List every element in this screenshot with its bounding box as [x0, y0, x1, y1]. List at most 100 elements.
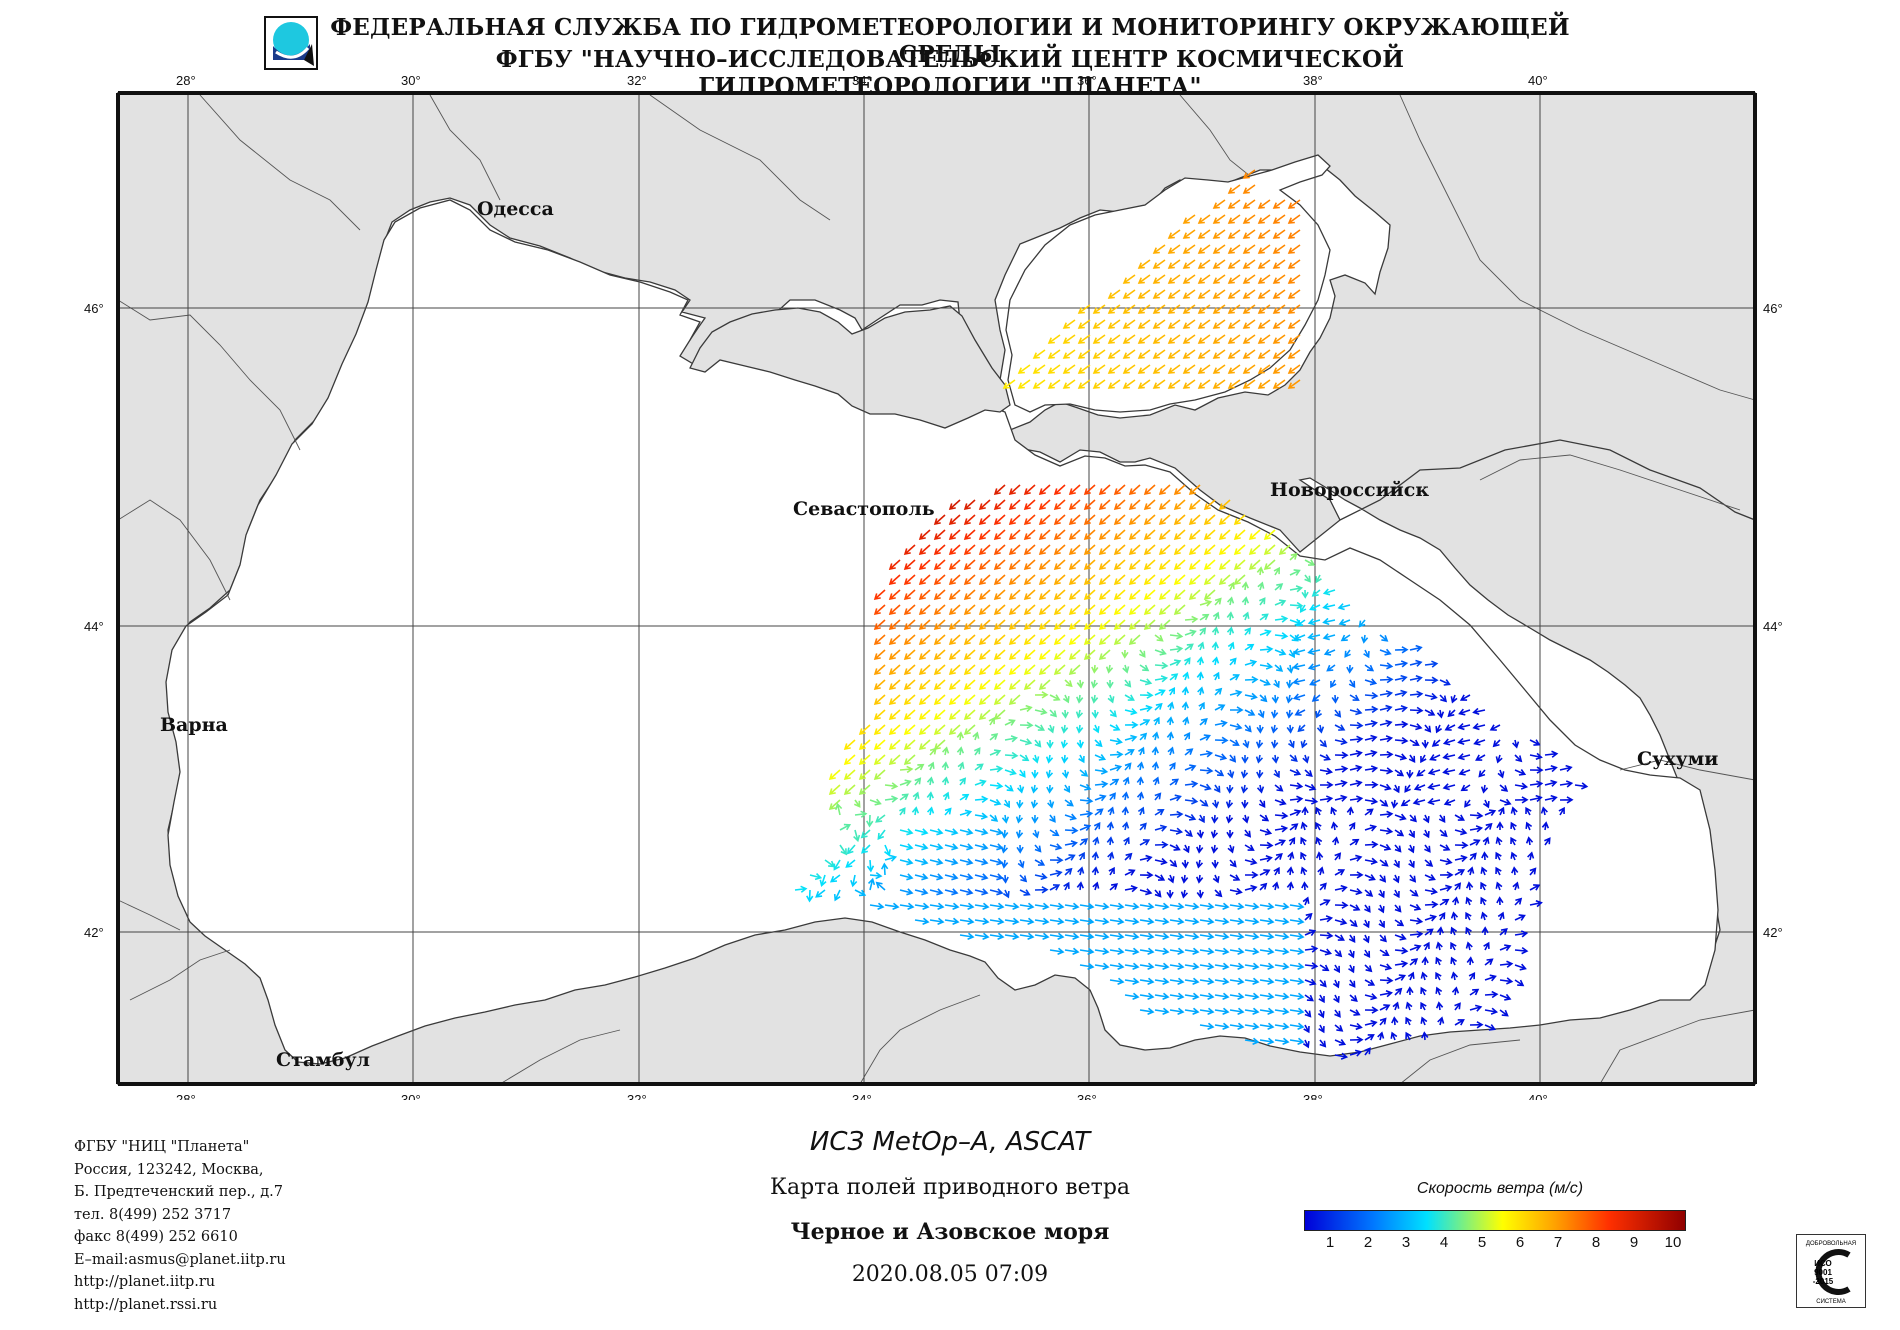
- wind-arrow: [1016, 799, 1024, 809]
- wind-arrow: [1124, 902, 1140, 910]
- wind-arrow: [888, 724, 901, 736]
- wind-arrow: [1214, 962, 1230, 970]
- wind-arrow: [1311, 694, 1321, 702]
- wind-arrow: [1495, 881, 1503, 891]
- wind-arrow: [1199, 932, 1215, 940]
- wind-arrow: [903, 589, 916, 601]
- wind-arrow: [1334, 852, 1342, 861]
- wind-arrow: [1499, 977, 1514, 985]
- wind-arrow: [993, 634, 1006, 646]
- wind-arrow: [1459, 694, 1471, 701]
- wind-arrow: [918, 694, 931, 706]
- wind-arrow: [1559, 796, 1574, 804]
- wind-arrow: [1139, 962, 1155, 970]
- wind-arrow: [828, 784, 841, 796]
- cb-tick-6: 6: [1515, 1234, 1525, 1251]
- wind-arrow: [1379, 976, 1394, 985]
- wind-arrow: [1484, 1024, 1497, 1031]
- wind-arrow: [1083, 544, 1096, 556]
- wind-arrow: [1363, 919, 1370, 929]
- wind-arrow: [1274, 992, 1290, 1000]
- wind-arrow: [1316, 724, 1325, 734]
- wind-arrow: [1197, 259, 1211, 269]
- wind-arrow: [1184, 947, 1200, 955]
- wind-arrow: [1286, 679, 1294, 689]
- wind-arrow: [1259, 1022, 1275, 1030]
- wind-arrow: [1218, 544, 1231, 556]
- wind-arrow: [1319, 795, 1334, 803]
- wind-arrow: [1017, 364, 1031, 374]
- wind-arrow: [1349, 694, 1360, 701]
- wind-arrow: [1300, 821, 1308, 831]
- wind-arrow: [1090, 679, 1099, 689]
- wind-arrow: [1212, 199, 1226, 209]
- wind-arrow: [1122, 304, 1136, 314]
- wind-arrow: [1053, 499, 1066, 511]
- wind-arrow: [1228, 581, 1235, 591]
- wind-arrow: [1274, 811, 1289, 820]
- wind-arrow: [918, 574, 931, 586]
- wind-arrow: [1242, 319, 1256, 329]
- wind-arrow: [899, 843, 914, 851]
- wind-arrow: [869, 871, 883, 880]
- wind-arrow: [1409, 889, 1419, 897]
- wind-arrow: [1122, 776, 1130, 786]
- wind-arrow: [1499, 928, 1508, 936]
- wind-arrow: [1008, 679, 1021, 691]
- wind-arrow: [873, 679, 886, 691]
- wind-arrow: [1198, 814, 1205, 824]
- wind-arrow: [1495, 851, 1502, 861]
- wind-arrow: [1495, 836, 1503, 846]
- wind-arrow: [1004, 784, 1014, 792]
- wind-arrow: [1122, 664, 1130, 674]
- wind-arrow: [1229, 657, 1237, 666]
- wind-arrow: [1143, 589, 1156, 601]
- wind-arrow: [1510, 836, 1517, 846]
- wind-arrow: [1226, 611, 1234, 621]
- wind-arrow: [873, 694, 886, 706]
- wind-arrow: [1060, 739, 1069, 749]
- wind-arrow: [1199, 766, 1214, 775]
- wind-arrow: [1034, 902, 1050, 910]
- contact-email[interactable]: E–mail:asmus@planet.iitp.ru: [74, 1251, 286, 1268]
- wind-arrow: [1274, 977, 1290, 985]
- wind-arrow: [1008, 499, 1021, 511]
- wind-arrow: [1307, 663, 1321, 671]
- wind-arrow: [1364, 678, 1378, 686]
- contact-url-2[interactable]: http://planet.rssi.ru: [74, 1296, 218, 1313]
- wind-arrow: [1212, 611, 1220, 621]
- wind-arrow: [875, 814, 886, 823]
- wind-arrow: [1304, 978, 1317, 986]
- wind-arrow: [1229, 739, 1240, 746]
- wind-arrow: [1092, 724, 1100, 734]
- wind-arrow: [1137, 274, 1151, 284]
- wind-arrow: [1199, 947, 1215, 955]
- wind-arrow: [1079, 838, 1089, 846]
- wind-arrow: [933, 709, 946, 721]
- wind-arrow: [911, 806, 920, 816]
- wind-arrow: [1139, 732, 1148, 741]
- wind-arrow: [1063, 881, 1070, 891]
- wind-arrow: [914, 917, 930, 925]
- wind-arrow: [1544, 764, 1558, 773]
- wind-arrow: [1023, 544, 1036, 556]
- wind-arrow: [1128, 484, 1141, 496]
- wind-arrow: [833, 859, 841, 871]
- wind-arrow: [1083, 499, 1096, 511]
- lon-tick-30: 30°: [401, 73, 421, 88]
- wind-arrow: [1514, 769, 1527, 776]
- wind-arrow: [1436, 926, 1444, 936]
- wind-arrow: [1128, 544, 1141, 556]
- wind-arrow: [1427, 797, 1441, 806]
- wind-arrow: [1227, 334, 1241, 344]
- wind-arrow: [948, 514, 961, 526]
- wind-arrow: [1259, 902, 1275, 910]
- contact-url-1[interactable]: http://planet.iitp.ru: [74, 1274, 216, 1290]
- wind-arrow: [1391, 1016, 1399, 1026]
- wind-arrow: [1062, 349, 1076, 359]
- wind-arrow: [1258, 597, 1266, 606]
- wind-arrow: [1008, 664, 1021, 676]
- wind-arrow: [1068, 529, 1081, 541]
- wind-arrow: [1023, 649, 1036, 661]
- wind-arrow: [1244, 844, 1255, 851]
